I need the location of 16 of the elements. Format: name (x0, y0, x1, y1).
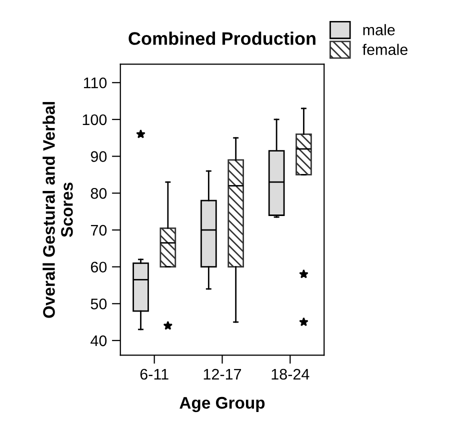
y-tick-label: 110 (84, 77, 107, 88)
x-tick-label: 18-24 (272, 368, 310, 380)
legend-label: female (362, 44, 408, 56)
y-tick-label: 40 (90, 335, 107, 346)
x-tick-label: 6-11 (140, 368, 168, 380)
y-axis-title: Overall Gestural and Verbal Scores (42, 102, 73, 318)
y-tick-label: 70 (90, 224, 107, 236)
x-axis-title: Age Group (180, 396, 265, 412)
y-tick-label: 60 (90, 262, 107, 273)
y-tick-label: 50 (90, 298, 107, 310)
x-tick-label: 12-17 (204, 368, 242, 380)
y-tick-label: 100 (82, 114, 107, 126)
chart-title: Combined Production (128, 32, 316, 45)
y-tick-label: 80 (90, 188, 107, 199)
y-tick-label: 90 (90, 151, 107, 162)
legend-label: male (363, 24, 395, 36)
